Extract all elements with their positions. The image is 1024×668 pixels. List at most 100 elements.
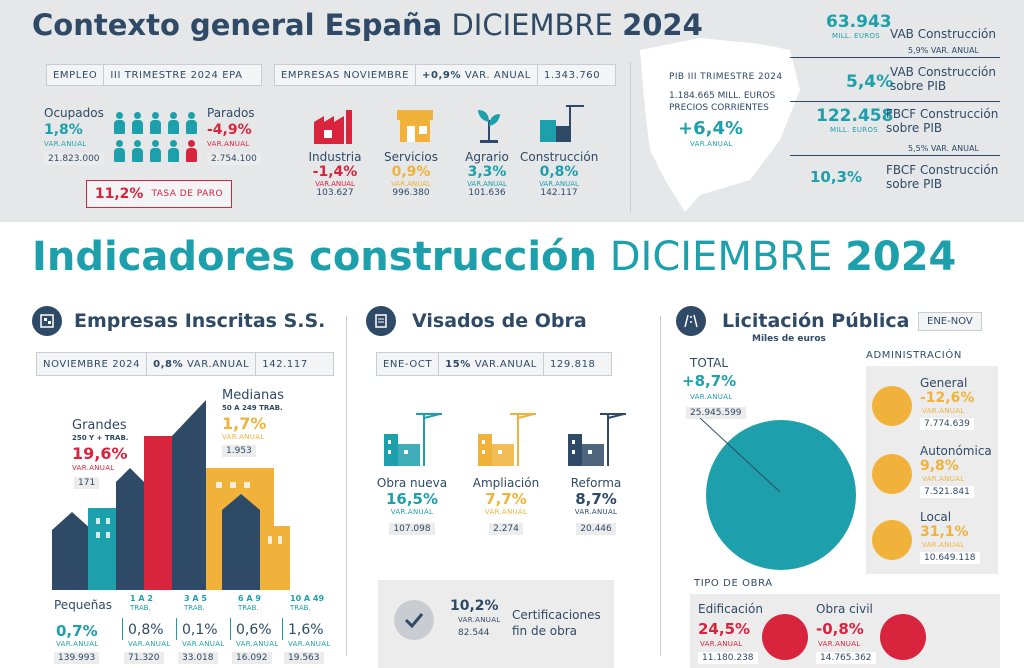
sector-pct: 3,3% [467,164,507,180]
context-panel: Contexto general España DICIEMBRE 2024 E… [0,0,1024,222]
person-head [152,112,159,119]
licitacion-section-title: Licitación Pública [722,310,910,332]
person-icon [186,112,197,134]
group-num: 33.018 [178,652,218,664]
visados-pct: 15% [445,358,471,370]
group-va: VAR.ANUAL [236,640,279,648]
person-icon [132,112,143,134]
ocupados-pct: 1,8% [44,122,83,138]
pib-sub: PRECIOS CORRIENTES [669,103,769,113]
person-icon [132,140,143,162]
empresas-bar: EMPRESAS NOVIEMBRE +0,9% VAR. ANUAL 1.34… [274,64,616,86]
visados-item-name: Ampliación [472,476,540,490]
group-num: 71.320 [124,652,164,664]
tipo-pct: 24,5% [698,620,751,638]
building-crane-icon [478,413,536,466]
visados-item-pct: 16,5% [385,490,439,508]
group-pct: 0,8% [128,622,164,638]
vab-pib-pct: 5,4% [846,72,894,92]
person-body [132,120,143,134]
person-head [188,112,195,119]
sector-name: Construcción [520,150,599,164]
person-icon [150,140,161,162]
group-num: 16.092 [232,652,272,664]
group-pct: 0,1% [182,622,218,638]
vab-unit: MILL. EUROS [832,32,881,40]
visados-item-pct: 7,7% [485,490,527,508]
sector-pct: 0,8% [539,164,579,180]
empresas-ss-va: VAR.ANUAL [187,358,250,370]
person-head [116,140,123,147]
pib-num: 1.184.665 MILL. EUROS [669,91,776,101]
pequenas-label: Pequeñas [54,598,113,612]
vab-label: VAB Construcción [890,27,996,41]
empresas-ss-period: NOVIEMBRE 2024 [37,353,148,375]
visados-item-va: VAR.ANUAL [574,508,618,516]
sector-va: VAR.ANUAL [391,180,431,188]
parados-pct: -4,9% [207,122,252,138]
sector-item: Servicios 0,9% VAR.ANUAL 996.380 [372,150,450,198]
group-trab: TRAB. [130,604,151,612]
visados-va: VAR.ANUAL [474,358,537,370]
cert-pct: 10,2% [450,598,499,614]
empleo-label: EMPLEO [47,65,105,85]
pib-label: PIB III TRIMESTRE 2024 [669,72,783,82]
admin-num: 7.521.841 [920,486,974,498]
ocupados-label: Ocupados [44,106,104,120]
visados-section-icon [366,306,396,336]
admin-label: ADMINISTRACIÓN [866,350,962,361]
medianas-pct: 1,7% [222,414,267,433]
person-body [132,148,143,162]
tasa-paro-label: TASA DE PARO [151,189,224,199]
person-body [186,148,197,162]
fbcf-pib-pct: 10,3% [810,168,863,186]
visados-item: Ampliación 7,7% VAR.ANUAL 2.274 [466,476,546,535]
tasa-paro-box: 11,2% TASA DE PARO [86,180,232,208]
main-title-main: Indicadores construcción [32,234,597,280]
licitacion-unit: Miles de euros [752,334,826,344]
visados-item-num: 20.446 [576,523,616,535]
medianas-label: Medianas [222,388,285,403]
divider [630,62,631,212]
sector-num: 101.636 [468,188,506,198]
visados-item-va: VAR.ANUAL [390,508,434,516]
grandes-sub: 250 Y + TRAB. [72,434,129,442]
fbcf-row: 122.458 MILL. EUROS FBCF Construcción so… [790,104,1000,156]
vab-pib-row: 5,4% VAB Construcción sobre PIB [790,62,1000,102]
person-icon [168,140,179,162]
sector-num: 996.380 [392,188,430,198]
licitacion-section-icon [676,306,706,336]
fbcf-pib-label2: sobre PIB [886,177,943,191]
admin-circle [872,454,912,494]
licitacion-period: ENE-NOV [918,312,982,331]
medianas-va: VAR.ANUAL [222,433,265,441]
divider [346,316,347,656]
visados-item-num: 2.274 [489,523,523,535]
vab-pib-label2: sobre PIB [890,79,947,93]
sector-item: Agrario 3,3% VAR.ANUAL 101.636 [448,150,526,198]
servicios-icon [397,110,433,142]
checkmark-icon [394,600,434,640]
parados-num: 2.754.100 [207,153,261,165]
group-va: VAR.ANUAL [128,640,171,648]
tipo-va: VAR.ANUAL [700,640,743,648]
group-divider [230,618,231,640]
empresas-pct: +0,9% [421,69,462,81]
vab-num: 63.943 [826,12,892,32]
total-leader-line [700,418,781,493]
construccion-icon [540,105,584,142]
visados-item-name: Reforma [570,476,622,490]
sector-pct: 0,9% [391,164,431,180]
admin-num: 7.774.639 [920,418,974,430]
group-range: 1 A 2 [130,594,153,603]
person-head [134,140,141,147]
tipo-num: 14.765.362 [816,652,876,664]
visados-item-num: 107.098 [389,523,435,535]
tipo-name: Edificación [698,602,763,616]
context-title: Contexto general España DICIEMBRE 2024 [32,8,703,42]
agrario-icon [478,110,500,143]
pib-va: VAR.ANUAL [690,140,733,148]
empresas-label: EMPRESAS NOVIEMBRE [275,65,416,85]
group-trab: TRAB. [290,604,311,612]
admin-circle [872,386,912,426]
